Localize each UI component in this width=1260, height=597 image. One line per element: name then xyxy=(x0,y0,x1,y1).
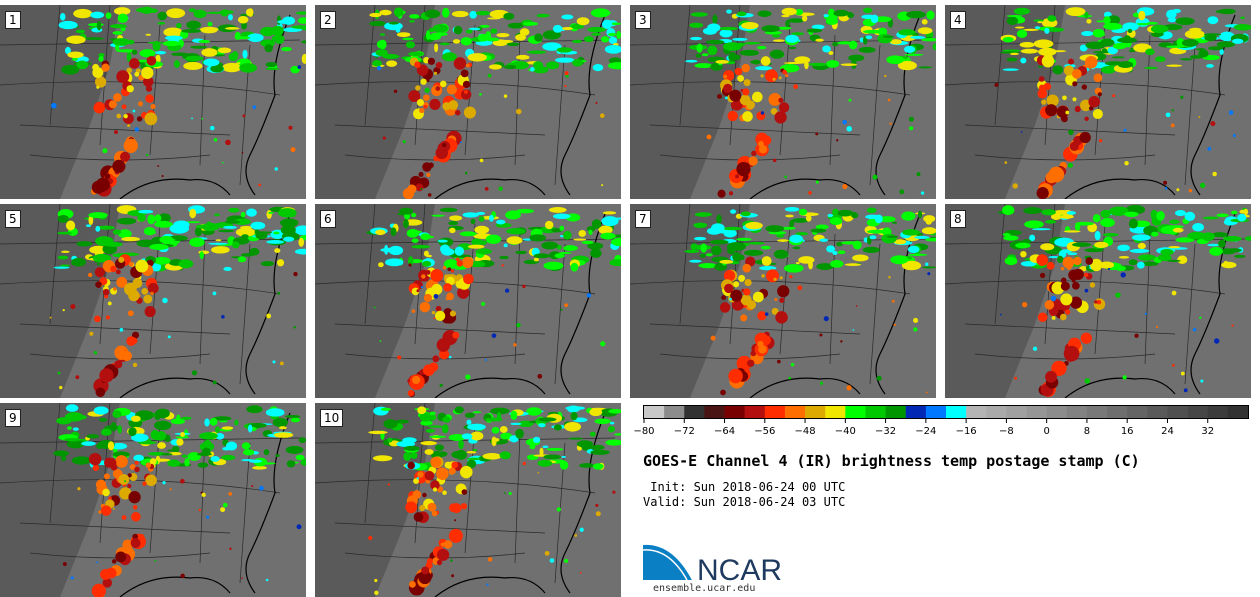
colorbar-swatch xyxy=(1127,406,1148,418)
colorbar-swatch xyxy=(1147,406,1168,418)
colorbar-tick-label: 8 xyxy=(1083,426,1091,437)
colorbar-swatch xyxy=(744,406,766,418)
colorbar-tick-label: −64 xyxy=(713,426,736,437)
colorbar-tick-label: 16 xyxy=(1120,426,1134,437)
colorbar-swatch xyxy=(1187,406,1209,418)
map-panel-10: 10 xyxy=(315,403,621,597)
colorbar-swatch xyxy=(825,406,846,418)
map-panel-3: 3 xyxy=(630,5,936,199)
ncar-logo-text: NCAR xyxy=(697,554,782,584)
ncar-logo: NCAR xyxy=(643,542,782,584)
colorbar-tick-label: −48 xyxy=(794,426,816,437)
colorbar-tick-label: 24 xyxy=(1161,426,1174,437)
map-panel-9: 9 xyxy=(0,403,306,597)
colorbar-swatch xyxy=(1066,406,1088,418)
colorbar-swatch xyxy=(1167,406,1188,418)
panel-number: 9 xyxy=(5,409,21,427)
colorbar-swatch xyxy=(664,406,685,418)
panel-number: 6 xyxy=(320,210,336,228)
colorbar-swatch xyxy=(704,406,725,418)
colorbar-swatch xyxy=(1086,406,1108,418)
colorbar-swatch xyxy=(684,406,705,418)
colorbar-swatch xyxy=(905,406,927,418)
panel-number: 8 xyxy=(950,210,966,228)
colorbar-tick-label: −40 xyxy=(834,426,856,437)
map-panel-5: 5 xyxy=(0,204,306,398)
colorbar-tick-label: −8 xyxy=(999,426,1014,437)
colorbar-swatch xyxy=(986,406,1007,418)
panel-number: 7 xyxy=(635,210,651,228)
colorbar-swatch xyxy=(1107,406,1128,418)
colorbar-tick-label: −56 xyxy=(754,426,776,437)
colorbar-swatch xyxy=(1006,406,1027,418)
map-panel-8: 8 xyxy=(945,204,1251,398)
colorbar-swatch xyxy=(1026,406,1047,418)
map-panel-2: 2 xyxy=(315,5,621,199)
panel-number: 10 xyxy=(320,409,344,427)
colorbar-swatch xyxy=(764,406,786,418)
colorbar xyxy=(643,405,1249,423)
map-panel-4: 4 xyxy=(945,5,1251,199)
colorbar-swatch xyxy=(784,406,806,418)
colorbar-tick-label: −32 xyxy=(875,426,897,437)
colorbar-tick-label: −80 xyxy=(633,426,655,437)
colorbar-swatch xyxy=(925,406,947,418)
panel-number: 4 xyxy=(950,11,966,29)
colorbar-swatch xyxy=(1046,406,1068,418)
colorbar-tick-label: −16 xyxy=(955,426,977,437)
map-panel-6: 6 xyxy=(315,204,621,398)
panel-number: 2 xyxy=(320,11,336,29)
colorbar-swatch xyxy=(946,406,967,418)
page-title: GOES-E Channel 4 (IR) brightness temp po… xyxy=(643,452,1140,470)
colorbar-tick-label: −72 xyxy=(673,426,695,437)
panel-number: 5 xyxy=(5,210,21,228)
colorbar-border xyxy=(643,405,1249,419)
init-time: Init: Sun 2018-06-24 00 UTC xyxy=(643,480,846,494)
panel-number: 3 xyxy=(635,11,651,29)
panel-number: 1 xyxy=(5,11,21,29)
map-panel-7: 7 xyxy=(630,204,936,398)
colorbar-swatch xyxy=(885,406,907,418)
colorbar-swatch xyxy=(724,406,745,418)
colorbar-swatch xyxy=(805,406,826,418)
website-url: ensemble.ucar.edu xyxy=(653,583,756,594)
colorbar-tick-label: 32 xyxy=(1201,426,1215,437)
colorbar-tick-label: 0 xyxy=(1043,426,1050,437)
colorbar-swatch xyxy=(845,406,866,418)
colorbar-swatch xyxy=(865,406,886,418)
colorbar-swatch xyxy=(1227,406,1249,418)
colorbar-swatch xyxy=(644,406,665,418)
map-panel-1: 1 xyxy=(0,5,306,199)
valid-time: Valid: Sun 2018-06-24 03 UTC xyxy=(643,495,846,509)
colorbar-tick-label: −24 xyxy=(915,426,937,437)
colorbar-swatch xyxy=(966,406,987,418)
colorbar-swatch xyxy=(1207,406,1229,418)
